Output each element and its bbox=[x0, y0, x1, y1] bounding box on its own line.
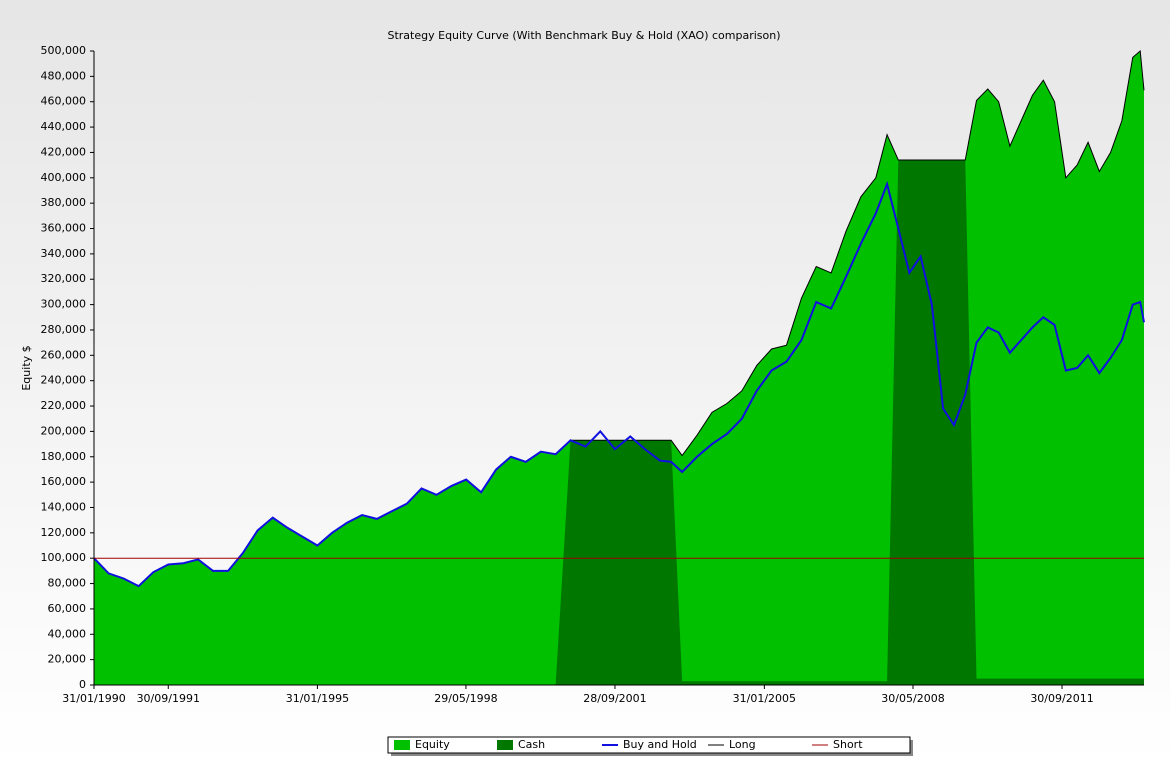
y-tick-label: 340,000 bbox=[41, 247, 87, 260]
area-cash bbox=[94, 160, 1144, 686]
y-tick-label: 120,000 bbox=[41, 526, 87, 539]
legend-swatch bbox=[394, 740, 410, 750]
legend-label: Long bbox=[729, 738, 756, 751]
y-tick-label: 300,000 bbox=[41, 298, 87, 311]
legend-label: Cash bbox=[518, 738, 545, 751]
x-tick-label: 31/01/1995 bbox=[286, 692, 349, 705]
y-tick-label: 180,000 bbox=[41, 450, 87, 463]
y-tick-label: 220,000 bbox=[41, 399, 87, 412]
y-tick-label: 200,000 bbox=[41, 424, 87, 437]
legend: Equity Cash Buy and Hold Long Short bbox=[387, 736, 913, 756]
y-tick-label: 420,000 bbox=[41, 145, 87, 158]
x-tick-label: 30/09/2011 bbox=[1030, 692, 1093, 705]
x-tick-label: 30/05/2008 bbox=[881, 692, 944, 705]
y-tick-label: 80,000 bbox=[48, 577, 87, 590]
x-tick-label: 31/01/2005 bbox=[733, 692, 796, 705]
y-tick-label: 140,000 bbox=[41, 500, 87, 513]
y-tick-label: 160,000 bbox=[41, 475, 87, 488]
line-buy-and-hold bbox=[93, 180, 1145, 588]
y-tick-label: 240,000 bbox=[41, 374, 87, 387]
legend-label: Short bbox=[833, 738, 863, 751]
y-tick-label: 60,000 bbox=[48, 602, 87, 615]
y-tick-label: 260,000 bbox=[41, 348, 87, 361]
y-tick-label: 500,000 bbox=[41, 44, 87, 57]
y-tick-label: 480,000 bbox=[41, 69, 87, 82]
legend-box bbox=[387, 736, 911, 754]
y-tick-label: 20,000 bbox=[48, 653, 87, 666]
plot-area bbox=[93, 49, 1145, 686]
chart-title: Strategy Equity Curve (With Benchmark Bu… bbox=[387, 29, 780, 42]
y-tick-label: 380,000 bbox=[41, 196, 87, 209]
y-tick-label: 400,000 bbox=[41, 171, 87, 184]
x-tick-label: 29/05/1998 bbox=[434, 692, 497, 705]
y-tick-label: 460,000 bbox=[41, 95, 87, 108]
legend-label: Equity bbox=[415, 738, 450, 751]
y-tick-label: 0 bbox=[79, 678, 86, 691]
y-tick-label: 100,000 bbox=[41, 551, 87, 564]
y-tick-label: 320,000 bbox=[41, 272, 87, 285]
x-tick-label: 30/09/1991 bbox=[137, 692, 200, 705]
legend-swatch bbox=[497, 740, 513, 750]
area-equity bbox=[94, 51, 1144, 685]
legend-label: Buy and Hold bbox=[623, 738, 697, 751]
y-tick-label: 280,000 bbox=[41, 323, 87, 336]
y-tick-label: 40,000 bbox=[48, 627, 87, 640]
y-axis-label: Equity $ bbox=[20, 345, 33, 390]
y-tick-label: 440,000 bbox=[41, 120, 87, 133]
x-tick-label: 28/09/2001 bbox=[583, 692, 646, 705]
y-tick-label: 360,000 bbox=[41, 222, 87, 235]
x-tick-label: 31/01/1990 bbox=[62, 692, 125, 705]
